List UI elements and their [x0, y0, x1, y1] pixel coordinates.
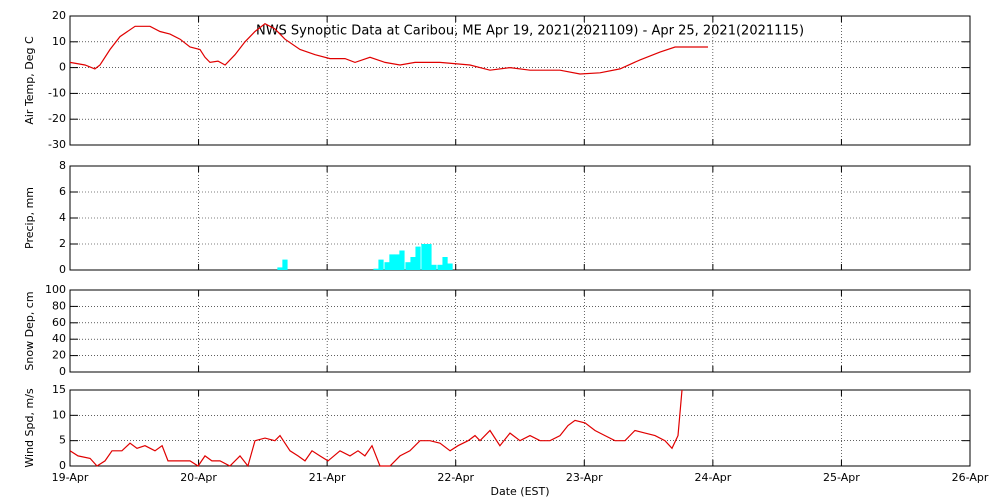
x-axis-label: Date (EST): [490, 485, 549, 498]
data-line: [69, 22, 708, 75]
y-tick-label: 20: [52, 349, 66, 362]
bar: [384, 262, 390, 270]
y-tick-label: 0: [59, 459, 66, 472]
y-tick-label: 10: [52, 408, 66, 421]
bar: [394, 254, 400, 270]
x-tick-label: 21-Apr: [309, 471, 346, 484]
y-axis-label: Air Temp, Deg C: [23, 36, 36, 125]
bar: [431, 264, 437, 270]
x-tick-label: 25-Apr: [823, 471, 860, 484]
bar: [405, 262, 411, 270]
y-tick-label: 15: [52, 383, 66, 396]
y-tick-label: 4: [59, 211, 66, 224]
x-tick-label: 20-Apr: [180, 471, 217, 484]
bar: [415, 246, 421, 270]
y-tick-label: 100: [45, 283, 66, 296]
y-axis-label: Wind Spd, m/s: [23, 388, 36, 468]
bar: [389, 254, 395, 270]
y-tick-label: 20: [52, 9, 66, 22]
data-line: [69, 389, 683, 468]
x-tick-label: 23-Apr: [566, 471, 603, 484]
x-tick-label: 22-Apr: [437, 471, 474, 484]
bar: [378, 259, 384, 270]
y-tick-label: -20: [48, 112, 66, 125]
y-tick-label: 2: [59, 237, 66, 250]
plot-frame: [69, 389, 971, 467]
bar: [426, 244, 432, 270]
bar: [373, 268, 379, 270]
x-tick-label: 24-Apr: [694, 471, 731, 484]
y-axis-label: Snow Dep, cm: [23, 291, 36, 370]
bar: [277, 267, 283, 270]
y-tick-label: 0: [59, 263, 66, 276]
bar: [437, 264, 443, 270]
y-tick-label: -30: [48, 138, 66, 151]
bar: [447, 263, 453, 270]
y-tick-label: 0: [59, 365, 66, 378]
y-tick-label: 8: [59, 159, 66, 172]
y-tick-label: 0: [59, 61, 66, 74]
plot-frame: [69, 289, 971, 373]
bar: [410, 257, 416, 270]
bar: [399, 250, 405, 270]
x-tick-label: 26-Apr: [952, 471, 989, 484]
bar: [282, 259, 288, 270]
bar: [442, 257, 448, 270]
y-tick-label: 6: [59, 185, 66, 198]
x-tick-label: 19-Apr: [52, 471, 89, 484]
bar: [421, 244, 427, 270]
y-tick-label: 5: [59, 434, 66, 447]
y-tick-label: -10: [48, 86, 66, 99]
y-axis-label: Precip, mm: [23, 187, 36, 249]
chart-title: NWS Synoptic Data at Caribou, ME Apr 19,…: [256, 24, 804, 39]
y-tick-label: 40: [52, 332, 66, 345]
y-tick-label: 10: [52, 35, 66, 48]
y-tick-label: 60: [52, 316, 66, 329]
y-tick-label: 80: [52, 299, 66, 312]
